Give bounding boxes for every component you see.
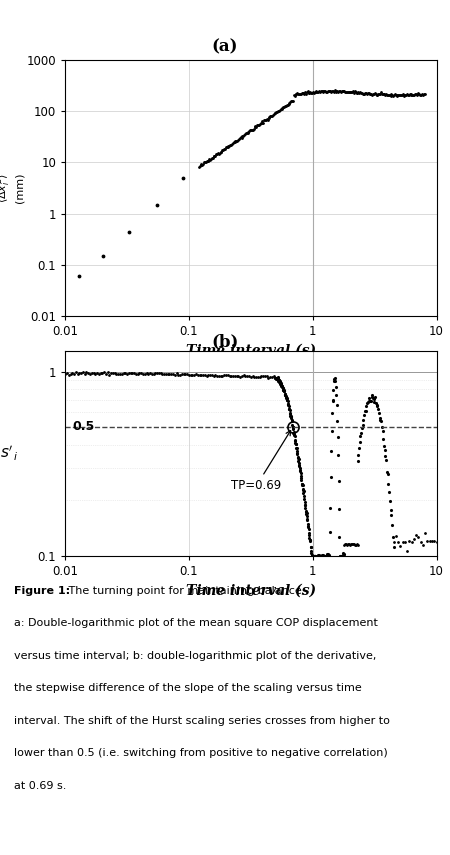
X-axis label: Time interval (s): Time interval (s)	[186, 344, 316, 358]
Text: at 0.69 s.: at 0.69 s.	[14, 781, 66, 791]
Text: (a): (a)	[212, 38, 238, 56]
Text: lower than 0.5 (i.e. switching from positive to negative correlation): lower than 0.5 (i.e. switching from posi…	[14, 748, 387, 758]
Text: TP=0.69: TP=0.69	[231, 431, 291, 492]
X-axis label: Time interval (s): Time interval (s)	[186, 583, 316, 598]
Text: The turning point for maintaining balance.: The turning point for maintaining balanc…	[65, 586, 306, 596]
Text: $s'_{\,i}$: $s'_{\,i}$	[0, 444, 18, 463]
Text: interval. The shift of the Hurst scaling series crosses from higher to: interval. The shift of the Hurst scaling…	[14, 716, 389, 726]
Text: versus time interval; b: double-logarithmic plot of the derivative,: versus time interval; b: double-logarith…	[14, 651, 376, 661]
Text: a: Double-logarithmic plot of the mean square COP displacement: a: Double-logarithmic plot of the mean s…	[14, 618, 378, 628]
Text: $\langle\Delta x^2_i\rangle$
(mm): $\langle\Delta x^2_i\rangle$ (mm)	[0, 173, 25, 203]
Text: 0.5: 0.5	[73, 421, 95, 433]
Text: the stepwise difference of the slope of the scaling versus time: the stepwise difference of the slope of …	[14, 683, 361, 693]
Text: (b): (b)	[212, 333, 239, 351]
Text: Figure 1:: Figure 1:	[14, 586, 70, 596]
